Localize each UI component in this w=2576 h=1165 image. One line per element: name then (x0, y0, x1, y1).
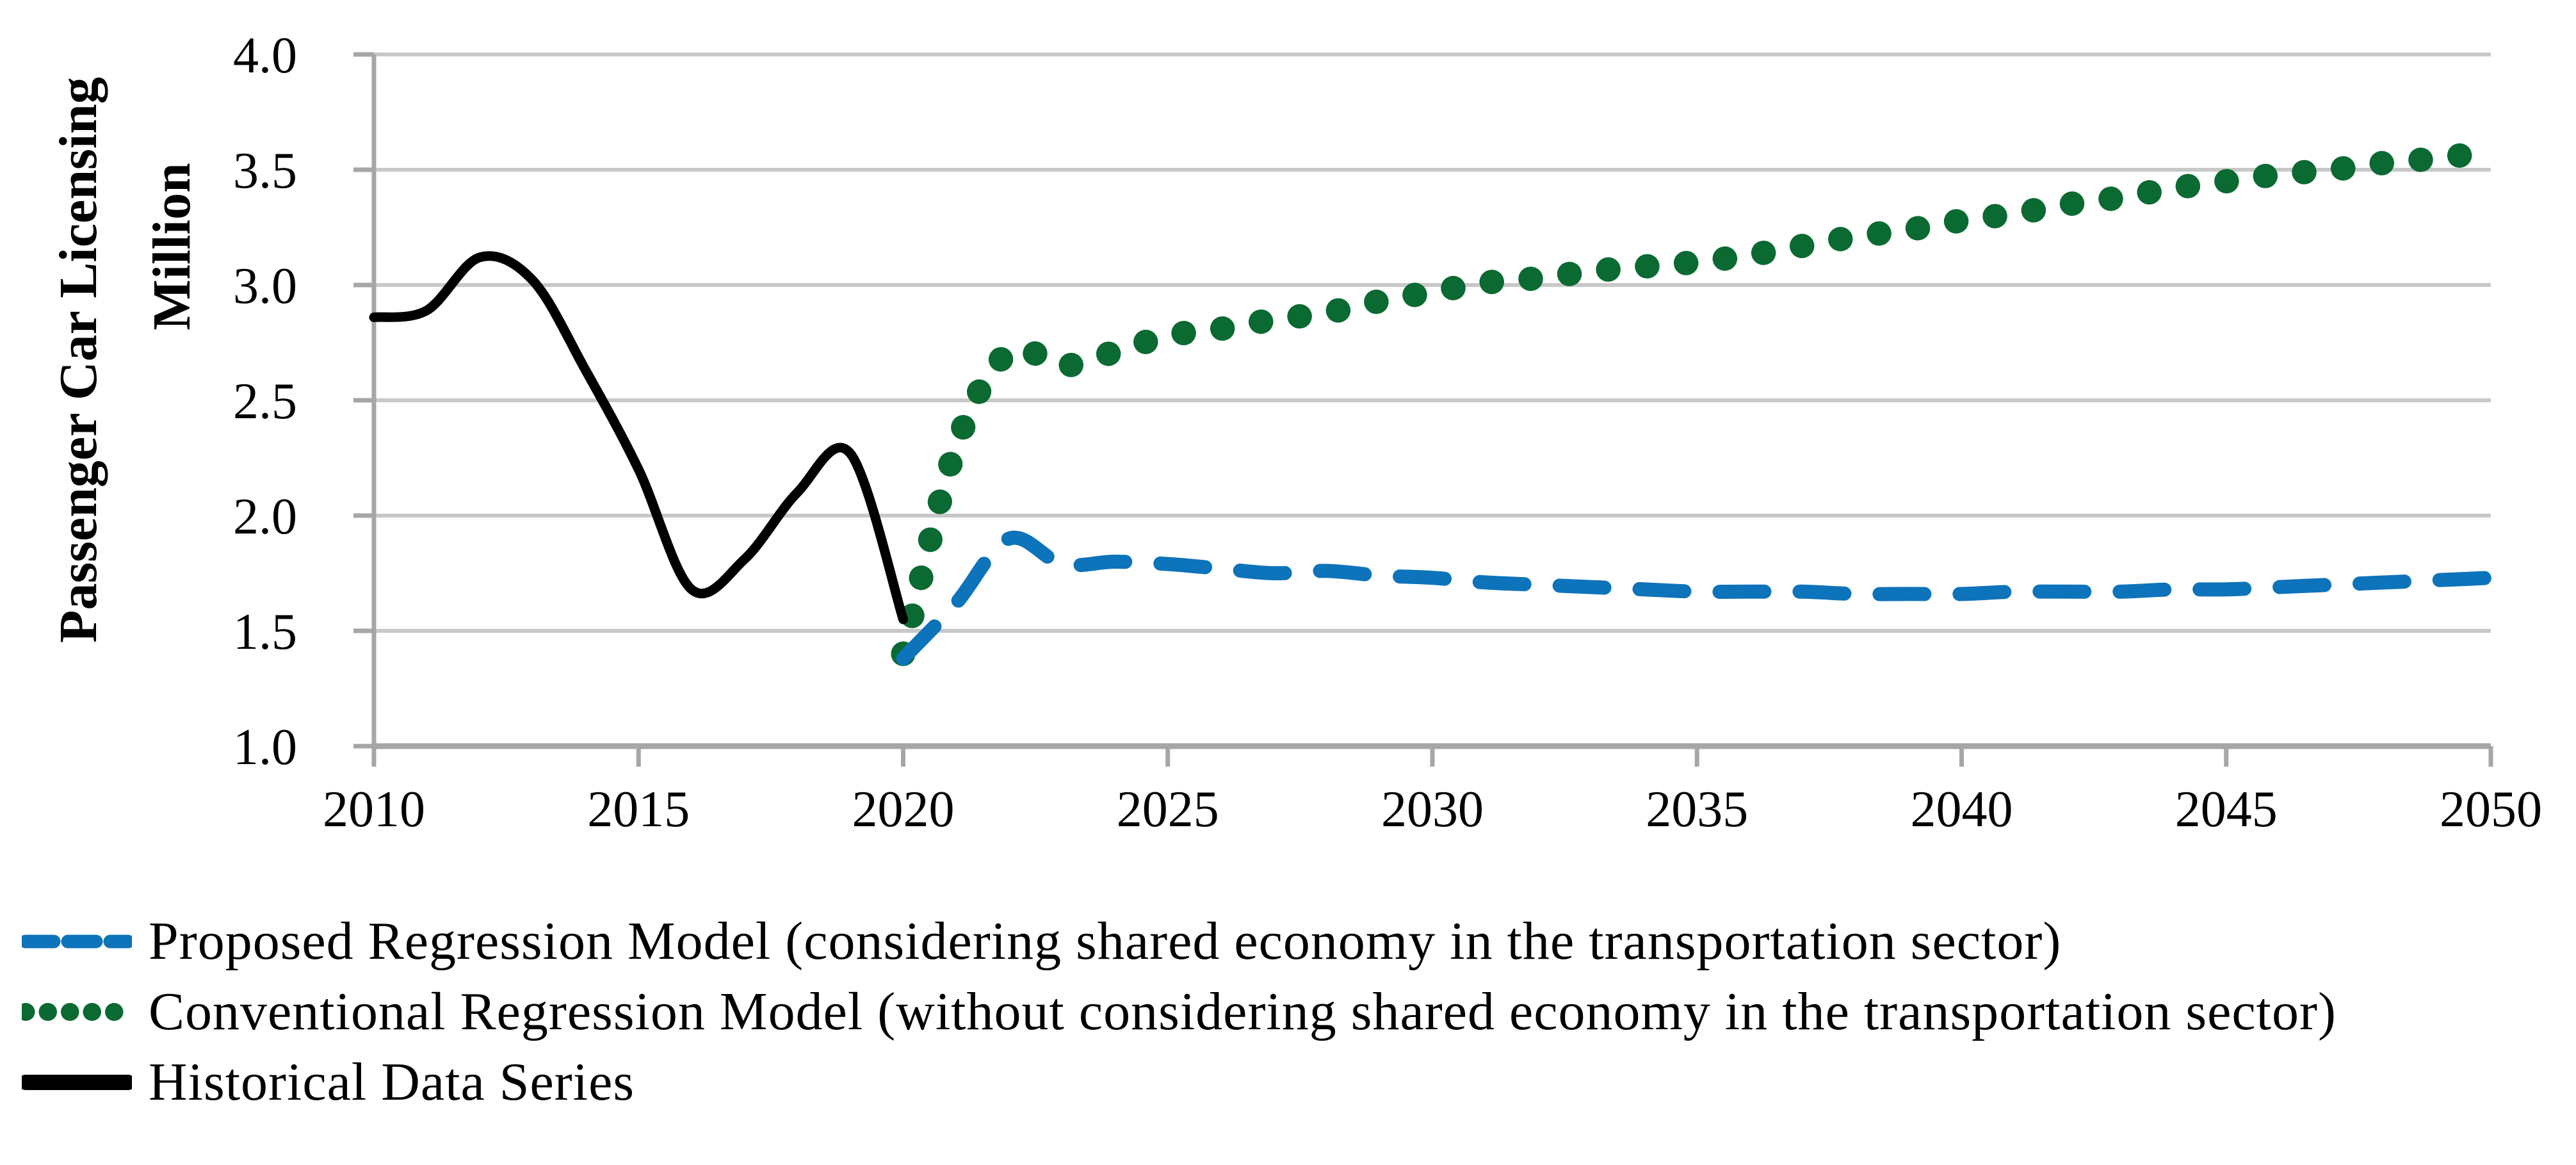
y-tick-label: 1.5 (233, 604, 297, 660)
y-tick-label: 4.0 (233, 28, 297, 84)
legend-label-historical: Historical Data Series (149, 1052, 635, 1112)
x-tick-label: 2045 (2175, 781, 2278, 838)
y-tick-label: 3.5 (233, 143, 297, 199)
x-tick-label: 2025 (1117, 781, 1219, 838)
y-tick-label: 3.0 (233, 258, 297, 314)
gridlines-group (374, 53, 2491, 633)
y-tick-label: 2.0 (233, 489, 297, 545)
legend-item-historical: Historical Data Series (22, 1055, 2337, 1109)
x-tick-label: 2030 (1381, 781, 1484, 838)
x-tick-label: 2050 (2440, 781, 2542, 838)
y-axis-title: Passenger Car Licensing (49, 77, 108, 643)
legend: Proposed Regression Model (considering s… (22, 915, 2337, 1109)
axes-group (353, 52, 2493, 767)
legend-item-proposed: Proposed Regression Model (considering s… (22, 915, 2337, 968)
x-tick-label: 2015 (587, 781, 690, 838)
y-tick-label: 2.5 (233, 373, 297, 430)
legend-label-conventional: Conventional Regression Model (without c… (149, 982, 2337, 1041)
x-tick-label: 2010 (323, 781, 425, 838)
y-tick-label: 1.0 (233, 719, 297, 776)
x-tick-label: 2035 (1646, 781, 1748, 838)
legend-label-proposed: Proposed Regression Model (considering s… (149, 911, 2062, 971)
series-line-dotted (891, 139, 2503, 666)
series-group (369, 139, 2503, 666)
legend-item-conventional: Conventional Regression Model (without c… (22, 985, 2337, 1039)
tick-labels-group: 4.0 3.5 3.0 2.5 2.0 1.5 1.0 2010 2015 2020 2025 203… (233, 28, 2542, 838)
dashed-line-marker-icon (22, 934, 132, 949)
solid-line-marker-icon (22, 1075, 132, 1090)
x-tick-label: 2020 (852, 781, 955, 838)
dotted-line-marker-icon (22, 1003, 132, 1021)
series-line-dashed (896, 530, 2498, 666)
series-line-solid (369, 251, 908, 624)
y-axis-unit-label: Million (142, 163, 202, 330)
x-tick-label: 2040 (1911, 781, 2013, 838)
